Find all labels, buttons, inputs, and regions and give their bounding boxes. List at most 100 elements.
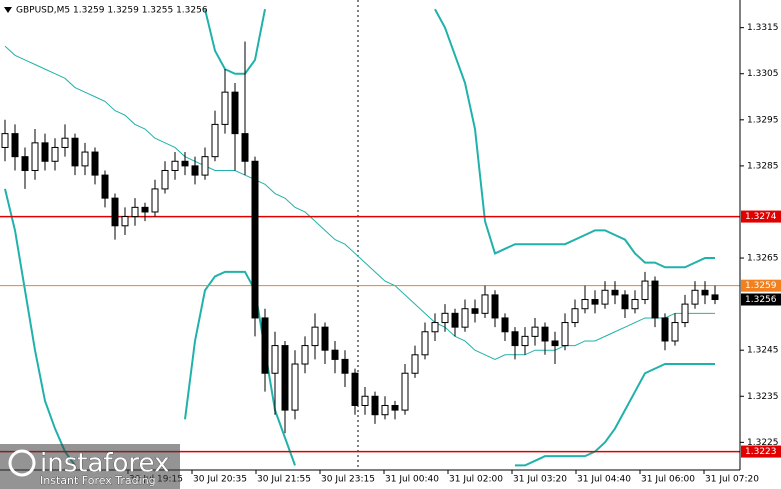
candle-body <box>111 197 119 227</box>
candle-body <box>451 312 459 328</box>
title-icon <box>4 7 12 13</box>
candle-body <box>221 91 229 125</box>
level-label-bg <box>741 445 781 458</box>
level-label: 1.3259 <box>745 281 777 291</box>
candle-body <box>241 133 249 162</box>
candle-body <box>551 340 559 347</box>
candle-body <box>671 322 679 342</box>
candle-body <box>591 299 599 305</box>
candle-body <box>291 363 299 411</box>
candle-body <box>691 289 699 305</box>
y-tick-label: 1.3245 <box>747 346 779 356</box>
candle-body <box>191 165 199 176</box>
candle-body <box>481 294 489 314</box>
candle-body <box>91 151 99 176</box>
candle-body <box>51 146 59 162</box>
candle-body <box>711 294 719 301</box>
candle-body <box>531 326 539 337</box>
candle-body <box>21 156 29 171</box>
watermark-brand: instaforex <box>40 449 169 479</box>
candle-body <box>661 317 669 342</box>
x-tick-label: 31 Jul 00:40 <box>385 475 439 485</box>
candle-body <box>431 322 439 333</box>
x-tick-label: 30 Jul 20:35 <box>193 475 247 485</box>
candle-body <box>561 322 569 347</box>
candle-body <box>231 91 239 135</box>
candle-body <box>311 326 319 347</box>
candle-body <box>541 326 549 342</box>
candle-body <box>601 289 609 305</box>
level-label: 1.3274 <box>745 212 777 222</box>
watermark-logo <box>8 449 36 477</box>
candle-body <box>271 345 279 374</box>
indicator-line <box>4 45 715 360</box>
candle-body <box>31 142 39 171</box>
x-tick-label: 31 Jul 03:20 <box>513 475 567 485</box>
candle-body <box>261 317 269 374</box>
watermark-tagline: Instant Forex Trading <box>40 474 156 487</box>
candle-body <box>651 280 659 319</box>
candle-body <box>71 137 79 167</box>
candle-body <box>421 331 429 356</box>
candle-body <box>521 335 529 347</box>
level-label-bg <box>741 279 781 292</box>
plot-area <box>0 0 740 470</box>
candle-body <box>471 308 479 314</box>
candle-body <box>701 289 709 296</box>
candle-body <box>501 317 509 333</box>
candle-body <box>381 404 389 416</box>
candle-body <box>621 294 629 310</box>
candle-body <box>611 289 619 296</box>
candle-body <box>341 358 349 374</box>
candle-body <box>201 156 209 176</box>
y-tick-label: 1.3225 <box>747 438 779 448</box>
x-tick-label: 30 Jul 21:55 <box>257 475 311 485</box>
level-label: 1.3223 <box>745 447 777 457</box>
candle-body <box>141 206 149 213</box>
candle-body <box>571 308 579 324</box>
current-price-label: 1.3256 <box>745 295 777 305</box>
candle-body <box>121 216 129 227</box>
candle-body <box>131 206 139 218</box>
candle-body <box>301 345 309 365</box>
candle-body <box>681 303 689 324</box>
chart-title: GBPUSD,M5 1.3259 1.3259 1.3255 1.3256 <box>16 6 208 16</box>
candle-body <box>351 372 359 406</box>
watermark-bg <box>0 444 180 489</box>
candle-body <box>81 151 89 167</box>
candle-body <box>251 160 259 319</box>
candle-body <box>161 169 169 190</box>
candle-body <box>371 395 379 416</box>
candle-body <box>391 404 399 411</box>
x-tick-label: 31 Jul 02:00 <box>449 475 503 485</box>
candle-body <box>321 326 329 351</box>
candle-body <box>331 349 339 360</box>
level-label-bg <box>741 210 781 223</box>
candle-body <box>401 372 409 411</box>
candle-body <box>211 123 219 158</box>
candle-body <box>511 331 519 347</box>
candle-body <box>41 142 49 162</box>
candle-body <box>61 137 69 148</box>
candle-body <box>11 133 19 158</box>
watermark: instaforex Instant Forex Trading <box>0 444 180 489</box>
candle-body <box>171 160 179 171</box>
candle-body <box>491 294 499 319</box>
x-tick-label: 31 Jul 04:40 <box>577 475 631 485</box>
current-price-bg <box>741 293 781 306</box>
candle-body <box>101 174 109 199</box>
x-tick-label: 30 Jul 23:15 <box>321 475 375 485</box>
candle-body <box>361 395 369 406</box>
candle-body <box>581 299 589 310</box>
candle-body <box>441 312 449 324</box>
indicator-line <box>204 8 715 269</box>
y-tick-label: 1.3265 <box>747 254 779 264</box>
candle-body <box>181 160 189 167</box>
candle-body <box>151 188 159 213</box>
y-tick-label: 1.3285 <box>747 161 779 171</box>
candle-body <box>281 345 289 411</box>
y-tick-label: 1.3295 <box>747 115 779 125</box>
candle-body <box>411 354 419 374</box>
